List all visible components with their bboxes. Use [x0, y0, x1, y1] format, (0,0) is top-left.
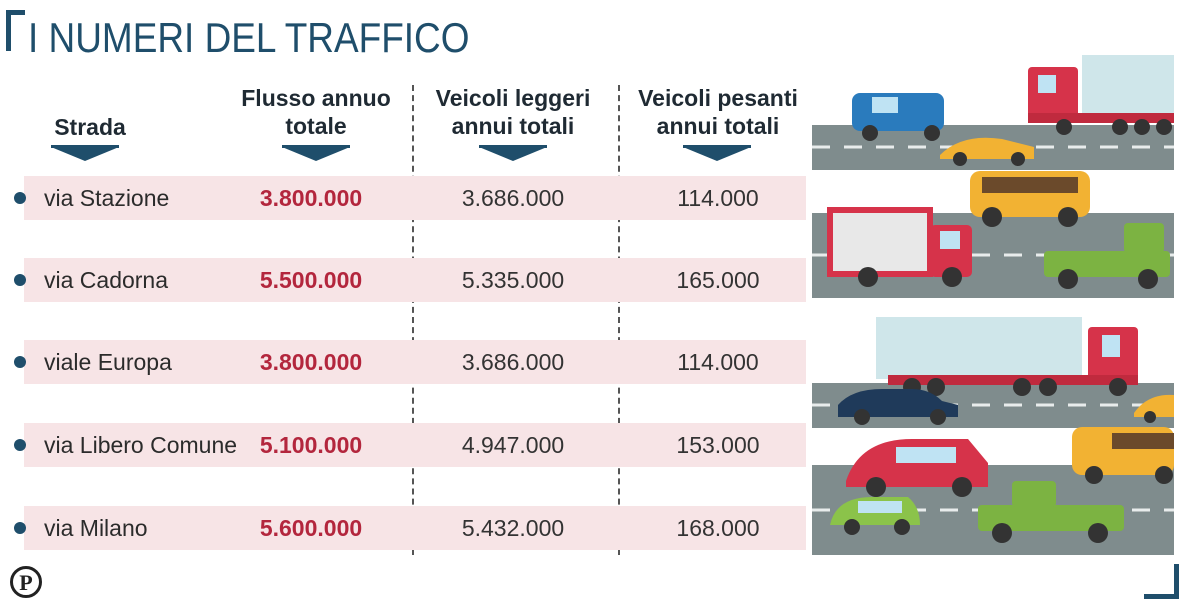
bullet-icon [14, 439, 26, 451]
light-vehicles: 3.686.000 [461, 185, 565, 211]
truck-icon [1028, 55, 1174, 135]
heavy-vehicles: 168.000 [676, 515, 760, 541]
header-total-line1: Flusso annuo [241, 85, 391, 111]
light-vehicles: 3.686.000 [461, 349, 565, 375]
annual-total: 5.600.000 [259, 515, 363, 541]
header-heavy-line2: annui totali [656, 113, 780, 139]
van-icon [852, 93, 944, 141]
street-name: via Milano [44, 515, 148, 541]
suv-icon [970, 171, 1090, 227]
page-title: I NUMERI DEL TRAFFICO [28, 14, 470, 61]
corner-bracket-top-left [6, 10, 25, 51]
publisher-logo: P [10, 566, 42, 598]
light-vehicles: 4.947.000 [461, 432, 565, 458]
heavy-vehicles: 153.000 [676, 432, 760, 458]
traffic-illustration [812, 55, 1174, 555]
table-row [24, 506, 806, 550]
header-street-label: Strada [54, 114, 126, 140]
light-vehicles: 5.432.000 [461, 515, 565, 541]
bullet-icon [14, 356, 26, 368]
street-name: via Cadorna [44, 267, 169, 293]
table-row [24, 258, 806, 302]
sports-car-icon [940, 137, 1034, 166]
header-arrow-light-bar [479, 145, 547, 148]
annual-total: 3.800.000 [259, 349, 363, 375]
sports-car-icon [1134, 394, 1174, 423]
heavy-vehicles: 165.000 [676, 267, 760, 293]
annual-total: 5.100.000 [259, 432, 363, 458]
box-truck-icon [827, 207, 972, 287]
table-row [24, 176, 806, 220]
annual-total: 5.500.000 [259, 267, 363, 293]
bullet-icon [14, 192, 26, 204]
table-row [24, 423, 806, 467]
pickup-truck-icon [1044, 223, 1170, 289]
column-divider [618, 85, 620, 555]
header-arrow-total-bar [282, 145, 350, 148]
column-divider [412, 85, 414, 555]
table-row [24, 340, 806, 384]
bullet-icon [14, 522, 26, 534]
header-arrow-street-bar [51, 145, 119, 148]
hatchback-icon [846, 439, 988, 497]
header-total-line2: totale [285, 113, 347, 139]
header-street: Strada [30, 113, 150, 141]
annual-total: 3.800.000 [259, 185, 363, 211]
street-name: via Stazione [44, 185, 170, 211]
heavy-vehicles: 114.000 [677, 349, 759, 375]
street-name: viale Europa [44, 349, 172, 375]
bullet-icon [14, 274, 26, 286]
header-light-line2: annui totali [451, 113, 575, 139]
compact-car-icon [830, 497, 920, 535]
chevron-down-icon [479, 147, 547, 161]
header-heavy: Veicoli pesanti annui totali [620, 84, 816, 140]
header-total: Flusso annuo totale [226, 84, 406, 140]
header-arrow-heavy-bar [683, 145, 751, 148]
sedan-icon [838, 389, 958, 425]
header-heavy-line1: Veicoli pesanti [638, 85, 798, 111]
street-name: via Libero Comune [44, 432, 238, 458]
header-light: Veicoli leggeri annui totali [413, 84, 613, 140]
corner-bracket-bottom-right [1144, 564, 1179, 599]
chevron-down-icon [282, 147, 350, 161]
suv-icon [1072, 427, 1174, 484]
header-light-line1: Veicoli leggeri [435, 85, 591, 111]
heavy-vehicles: 114.000 [677, 185, 759, 211]
light-vehicles: 5.335.000 [461, 267, 565, 293]
semi-truck-icon [876, 317, 1138, 396]
chevron-down-icon [683, 147, 751, 161]
pickup-truck-icon [978, 481, 1124, 543]
chevron-down-icon [51, 147, 119, 161]
